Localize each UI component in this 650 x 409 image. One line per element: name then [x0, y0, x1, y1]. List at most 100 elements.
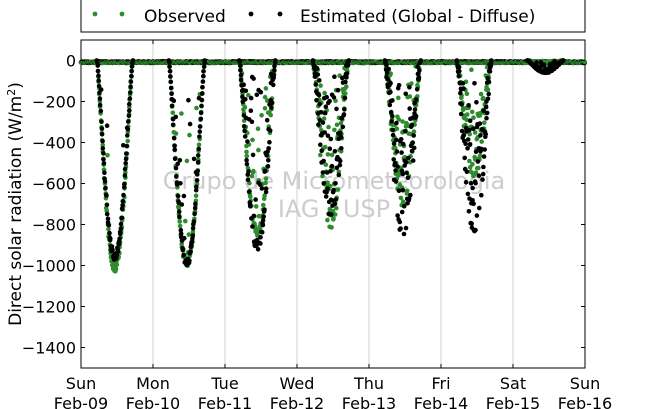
- data-point: [122, 166, 128, 172]
- data-point: [171, 135, 177, 141]
- data-point: [534, 60, 539, 65]
- data-point: [190, 229, 196, 235]
- data-point: [412, 100, 417, 106]
- data-point: [110, 247, 115, 253]
- data-point: [456, 64, 462, 70]
- data-point: [467, 128, 472, 133]
- data-point: [177, 214, 182, 219]
- x-tick-day: Fri: [431, 374, 450, 393]
- data-point: [268, 112, 274, 118]
- data-point: [125, 138, 130, 144]
- data-point: [406, 155, 411, 161]
- data-point: [344, 75, 349, 80]
- data-point: [388, 80, 393, 86]
- data-point: [454, 59, 460, 65]
- data-point: [471, 126, 476, 131]
- data-point: [104, 202, 110, 208]
- data-point: [262, 168, 268, 174]
- data-point: [105, 216, 111, 222]
- data-point: [241, 124, 247, 129]
- data-point: [469, 221, 475, 226]
- data-points: [78, 58, 587, 274]
- data-point: [251, 76, 256, 81]
- data-point: [333, 197, 339, 202]
- data-point: [192, 211, 197, 217]
- data-point: [480, 171, 486, 177]
- data-point: [470, 162, 475, 167]
- data-point: [201, 73, 206, 79]
- data-point: [473, 149, 479, 154]
- data-point: [415, 71, 421, 77]
- data-point: [464, 91, 470, 96]
- y-tick-label: −200: [32, 93, 76, 112]
- data-point: [481, 108, 487, 114]
- data-point: [403, 225, 409, 231]
- data-point: [250, 152, 256, 158]
- data-point: [200, 79, 206, 84]
- data-point: [467, 118, 473, 123]
- data-point: [332, 201, 338, 207]
- data-point: [242, 128, 247, 134]
- data-point: [393, 168, 398, 173]
- data-point: [464, 117, 469, 123]
- legend-label: Estimated (Global - Diffuse): [300, 7, 535, 27]
- data-point: [339, 146, 344, 151]
- data-point: [463, 179, 469, 185]
- data-point: [399, 209, 405, 215]
- data-point: [334, 205, 339, 211]
- data-point: [180, 247, 186, 252]
- data-point: [177, 223, 183, 229]
- data-point: [411, 133, 417, 138]
- data-point: [262, 193, 267, 198]
- data-point: [329, 212, 334, 217]
- data-point: [384, 70, 390, 76]
- data-point: [269, 105, 274, 110]
- data-point: [255, 126, 261, 131]
- data-point: [483, 131, 489, 137]
- data-point: [172, 147, 177, 152]
- data-point: [322, 90, 327, 96]
- data-point: [335, 87, 341, 93]
- data-point: [481, 154, 487, 159]
- legend-marker: [92, 11, 98, 17]
- data-point: [314, 66, 320, 71]
- data-point: [108, 236, 113, 241]
- data-point: [182, 235, 187, 241]
- data-point: [320, 170, 326, 175]
- data-point: [334, 165, 340, 171]
- data-point: [200, 84, 205, 90]
- data-point: [486, 91, 492, 97]
- data-point: [95, 63, 101, 68]
- data-point: [129, 68, 134, 74]
- data-point: [125, 133, 130, 138]
- data-point: [459, 102, 465, 107]
- data-point: [325, 186, 330, 191]
- data-point: [409, 122, 415, 128]
- data-point: [322, 144, 328, 150]
- legend-label: Observed: [144, 7, 226, 27]
- data-point: [404, 159, 409, 165]
- data-point: [107, 230, 112, 236]
- data-point: [402, 129, 408, 134]
- data-point: [256, 147, 261, 153]
- data-point: [404, 170, 410, 176]
- data-point: [397, 219, 403, 225]
- data-point: [481, 95, 486, 101]
- data-point: [271, 82, 276, 88]
- data-point: [106, 223, 112, 228]
- data-point: [120, 203, 125, 208]
- data-point: [331, 95, 337, 100]
- data-point: [416, 75, 422, 80]
- x-tick-day: Wed: [280, 374, 315, 393]
- data-point: [248, 204, 253, 209]
- data-point: [473, 227, 478, 233]
- data-point: [122, 173, 128, 178]
- data-point: [175, 161, 180, 167]
- data-point: [115, 248, 121, 254]
- data-point: [403, 91, 409, 97]
- data-point: [479, 139, 485, 144]
- data-point: [259, 186, 265, 191]
- data-point: [119, 215, 125, 221]
- data-point: [127, 101, 132, 107]
- data-point: [467, 142, 473, 147]
